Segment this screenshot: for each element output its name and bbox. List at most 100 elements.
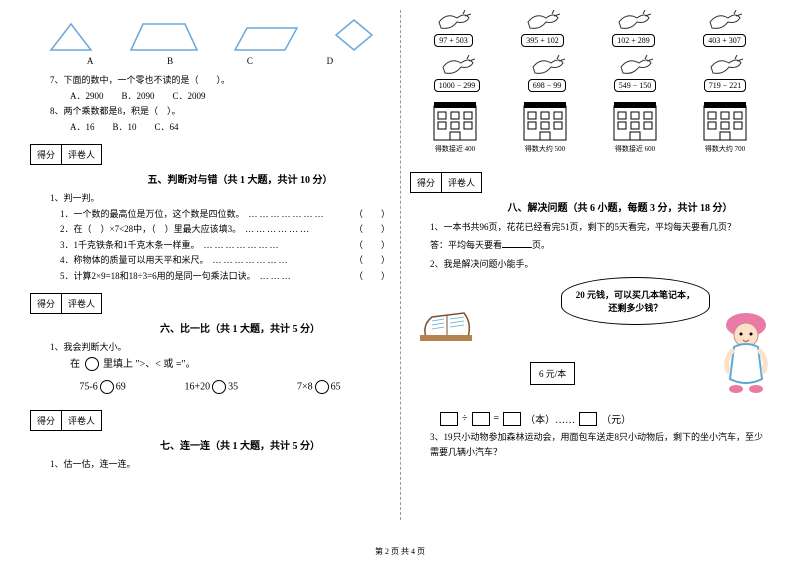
score-box-6: 得分 评卷人	[30, 293, 102, 314]
judge-2-text: 2．在（ ）×7<28中，（ ）里最大应该填3。	[60, 223, 241, 237]
score-label: 得分	[411, 173, 442, 192]
notebook-icon	[420, 307, 474, 349]
dove-icon	[529, 55, 565, 77]
diamond-shape	[334, 18, 374, 52]
paren: （ ）	[354, 254, 390, 268]
page-footer: 第 2 页 共 4 页	[0, 546, 800, 557]
q8-3: 3、19只小动物参加森林运动会，用面包车送走8只小动物后，剩下的坐小汽车，至少需…	[430, 430, 770, 459]
q7-opts: A．2900 B．2090 C．2009	[70, 90, 390, 104]
shape-row	[30, 18, 390, 52]
score-box-5: 得分 评卷人	[30, 144, 102, 165]
q8-1-ans: 答：平均每天要看页。	[430, 238, 770, 252]
shape-labels: A B C D	[30, 56, 390, 66]
eq-tail1: （本）……	[525, 411, 575, 426]
bird-2: 395 + 102	[521, 10, 564, 47]
dove-icon	[617, 55, 653, 77]
building-4: 得数大约 700	[702, 102, 748, 154]
building-2-label: 得数大约 500	[522, 144, 568, 154]
judge-1: 1．一个数的最高位是万位，这个数是四位数。 ………………… （ ）	[60, 208, 390, 222]
eq-box[interactable]	[579, 412, 597, 426]
equation-line: ÷ = （本）…… （元）	[440, 411, 770, 426]
label-d: D	[327, 56, 334, 66]
section8-title: 八、解决问题（共 6 小题，每题 3 分，共计 18 分）	[470, 199, 770, 214]
circle-icon[interactable]	[315, 380, 329, 394]
bird-7-exp: 549 − 150	[614, 79, 657, 92]
page-wrapper: A B C D 7、下面的数中，一个零也不读的是（ ）。 A．2900 B．20…	[0, 0, 800, 535]
bird-4: 403 + 307	[703, 10, 746, 47]
grader-label: 评卷人	[62, 294, 101, 313]
dots: …………………	[249, 208, 350, 222]
bird-5: 1000 − 299	[434, 55, 481, 92]
building-1: 得数接近 400	[432, 102, 478, 154]
judge-1-text: 1．一个数的最高位是万位，这个数是四位数。	[60, 208, 245, 222]
bird-4-exp: 403 + 307	[703, 34, 746, 47]
left-column: A B C D 7、下面的数中，一个零也不读的是（ ）。 A．2900 B．20…	[20, 10, 400, 535]
judge-2: 2．在（ ）×7<28中，（ ）里最大应该填3。 ……………… （ ）	[60, 223, 390, 237]
dots: ………………	[245, 223, 350, 237]
cmp1-l: 75-6	[79, 381, 97, 392]
blank-field[interactable]	[502, 238, 532, 248]
dove-icon	[435, 10, 471, 32]
q8-opts: A．16 B．10 C．64	[70, 121, 390, 135]
trapezoid-shape	[129, 22, 199, 52]
sec5-lead: 1、判一判。	[50, 192, 390, 206]
cmp-2: 16+2035	[185, 380, 239, 394]
bird-7: 549 − 150	[614, 55, 657, 92]
bird-1: 97 + 503	[434, 10, 473, 47]
dots: …………………	[204, 239, 350, 253]
dove-icon	[706, 10, 742, 32]
grader-label: 评卷人	[442, 173, 481, 192]
building-icon	[612, 102, 658, 142]
buildings-row: 得数接近 400 得数大约 500 得数接近 600	[410, 102, 770, 154]
judge-3-text: 3．1千克铁条和1千克木条一样重。	[60, 239, 200, 253]
speech-bubble: 20 元钱，可以买几本笔记本， 还剩多少钱？	[561, 277, 710, 325]
judge-3: 3．1千克铁条和1千克木条一样重。…………………（ ）	[60, 239, 390, 253]
cmp-3: 7×8 65	[297, 380, 341, 394]
parallelogram-shape	[231, 26, 301, 52]
price-box: 6 元/本	[530, 362, 575, 385]
circle-icon[interactable]	[100, 380, 114, 394]
eq-box[interactable]	[503, 412, 521, 426]
bird-3: 102 + 289	[612, 10, 655, 47]
section7-title: 七、连一连（共 1 大题，共计 5 分）	[90, 437, 390, 452]
dots: ………	[260, 270, 350, 284]
circle-icon[interactable]	[212, 380, 226, 394]
q8-stem: 8、两个乘数都是8，积是（ ）。	[50, 105, 390, 119]
column-divider	[400, 10, 401, 520]
label-a: A	[87, 56, 94, 66]
q7-stem: 7、下面的数中，一个零也不读的是（ ）。	[50, 74, 390, 88]
building-icon	[702, 102, 748, 142]
cmp2-l: 16+20	[185, 381, 211, 392]
dove-icon	[524, 10, 560, 32]
girl-icon	[718, 307, 774, 399]
building-2: 得数大约 500	[522, 102, 568, 154]
bird-8-exp: 719 − 221	[704, 79, 747, 92]
score-label: 得分	[31, 411, 62, 430]
paren: （ ）	[354, 223, 390, 237]
eq-box[interactable]	[440, 412, 458, 426]
bubble-line2: 还剩多少钱？	[576, 301, 695, 314]
score-label: 得分	[31, 294, 62, 313]
building-3: 得数接近 600	[612, 102, 658, 154]
score-box-8: 得分 评卷人	[410, 172, 482, 193]
building-4-label: 得数大约 700	[702, 144, 748, 154]
illustration-area: 20 元钱，可以买几本笔记本， 还剩多少钱？ 6 元/本	[410, 277, 770, 407]
eq-box[interactable]	[472, 412, 490, 426]
judge-5-text: 5．计算2×9=18和18÷3=6用的是同一句乘法口诀。	[60, 270, 256, 284]
building-icon	[522, 102, 568, 142]
bubble-line1: 20 元钱，可以买几本笔记本，	[576, 288, 695, 301]
birds-row1: 97 + 503 395 + 102 102 + 289 403 + 307	[410, 10, 770, 47]
bird-6-exp: 698 − 99	[528, 79, 567, 92]
sec7-lead: 1、估一估，连一连。	[50, 458, 390, 472]
dove-icon	[615, 10, 651, 32]
circle-icon	[85, 357, 99, 371]
label-b: B	[167, 56, 173, 66]
eq-tail2: （元）	[601, 411, 631, 426]
bird-3-exp: 102 + 289	[612, 34, 655, 47]
score-label: 得分	[31, 145, 62, 164]
paren: （ ）	[354, 208, 390, 222]
cmp3-r: 65	[331, 381, 341, 392]
triangle-shape	[46, 22, 96, 52]
dove-icon	[707, 55, 743, 77]
cmp3-l: 7×8	[297, 381, 313, 392]
